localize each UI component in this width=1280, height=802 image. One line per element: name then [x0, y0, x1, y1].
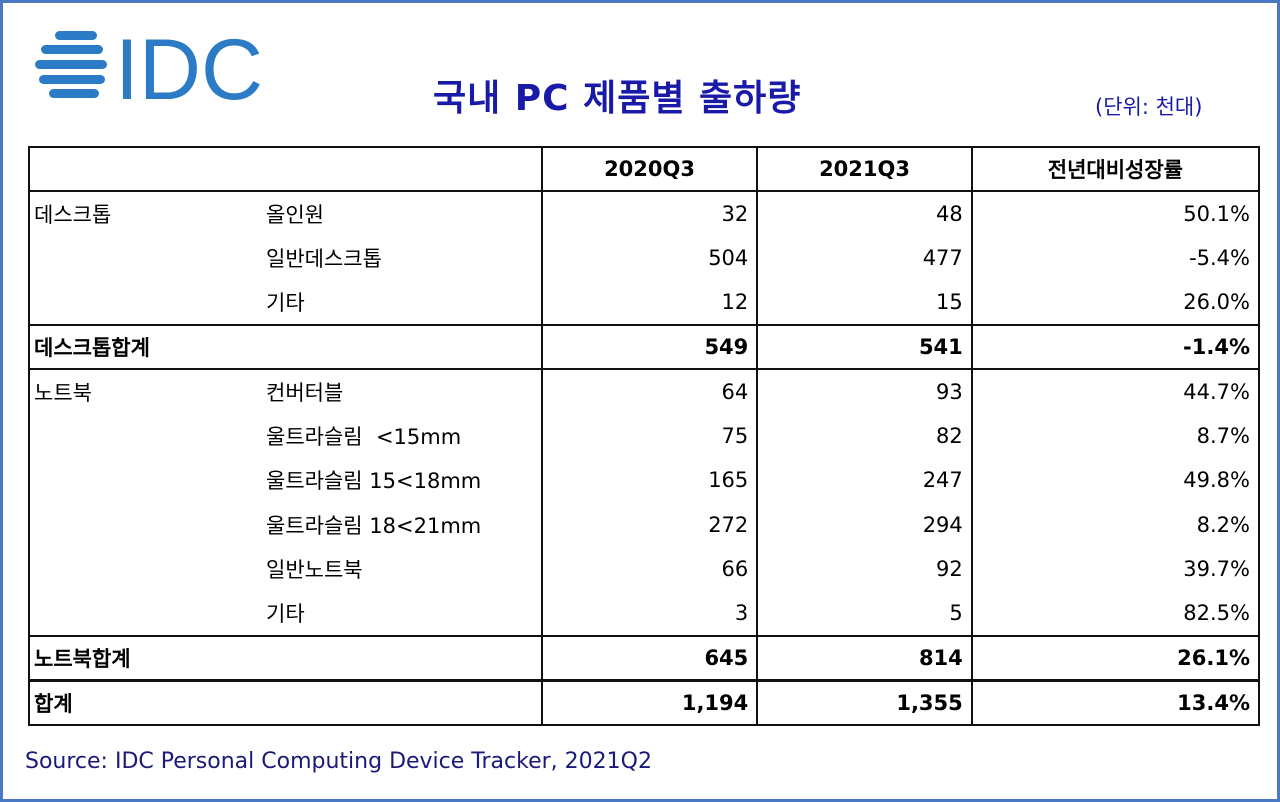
table-row: 울트라슬림 18<21mm 272 294 8.2% [28, 502, 1261, 547]
table-row: 노트북 컨버터블 64 93 44.7% [28, 369, 1261, 414]
table-row: 울트라슬림 <15mm 75 82 8.7% [28, 413, 1261, 458]
cell-2020q3: 12 [540, 280, 759, 325]
row-category: 합계 [28, 679, 543, 726]
cell-2020q3: 549 [540, 323, 759, 370]
idc-logo: IDC [33, 27, 283, 107]
cell-2020q3: 272 [540, 502, 759, 547]
row-category: 노트북합계 [28, 635, 543, 682]
table-row-grand-total: 합계 1,194 1,355 13.4% [28, 679, 1261, 726]
cell-growth: 49.8% [970, 458, 1261, 503]
unit-label: (단위: 천대) [1095, 95, 1203, 119]
row-category: 데스크톱 [34, 202, 112, 227]
cell-2020q3: 3 [540, 591, 759, 636]
cell-growth: 13.4% [970, 679, 1261, 726]
table-row: 기타 12 15 26.0% [28, 280, 1261, 325]
shipment-table: 2020Q3 2021Q3 전년대비성장률 데스크톱 올인원 32 48 50.1… [28, 146, 1261, 726]
row-subcategory: 울트라슬림 15<18mm [266, 469, 482, 494]
row-subcategory: 올인원 [266, 202, 324, 227]
cell-2020q3: 504 [540, 235, 759, 280]
cell-2020q3: 1,194 [540, 679, 759, 726]
row-subcategory: 울트라슬림 <15mm [266, 424, 462, 449]
row-subcategory: 울트라슬림 18<21mm [266, 513, 482, 538]
table-row-desktop-total: 데스크톱합계 549 541 -1.4% [28, 323, 1261, 370]
row-subcategory: 일반노트북 [266, 558, 363, 583]
header-2021q3: 2021Q3 [756, 146, 973, 192]
cell-2021q3: 93 [756, 369, 973, 414]
table-header-row: 2020Q3 2021Q3 전년대비성장률 [28, 146, 1261, 192]
cell-growth: 8.7% [970, 413, 1261, 458]
cell-2021q3: 541 [756, 323, 973, 370]
cell-2020q3: 75 [540, 413, 759, 458]
cell-growth: -1.4% [970, 323, 1261, 370]
cell-growth: -5.4% [970, 235, 1261, 280]
cell-2020q3: 165 [540, 458, 759, 503]
row-subcategory: 컨버터블 [266, 380, 344, 405]
cell-2021q3: 82 [756, 413, 973, 458]
cell-growth: 26.0% [970, 280, 1261, 325]
cell-2020q3: 66 [540, 547, 759, 592]
cell-2021q3: 1,355 [756, 679, 973, 726]
cell-growth: 44.7% [970, 369, 1261, 414]
cell-growth: 8.2% [970, 502, 1261, 547]
table-row: 기타 3 5 82.5% [28, 591, 1261, 636]
table-row: 데스크톱 올인원 32 48 50.1% [28, 191, 1261, 236]
table-row: 울트라슬림 15<18mm 165 247 49.8% [28, 458, 1261, 503]
cell-2021q3: 294 [756, 502, 973, 547]
row-subcategory: 기타 [266, 290, 305, 315]
cell-2021q3: 247 [756, 458, 973, 503]
row-subcategory: 일반데스크톱 [266, 246, 382, 271]
cell-growth: 26.1% [970, 635, 1261, 682]
cell-2020q3: 32 [540, 191, 759, 236]
cell-2021q3: 92 [756, 547, 973, 592]
table-row: 일반데스크톱 504 477 -5.4% [28, 235, 1261, 280]
svg-text:IDC: IDC [115, 27, 263, 107]
row-category: 데스크톱합계 [28, 323, 543, 370]
header-2020q3: 2020Q3 [540, 146, 759, 192]
cell-2021q3: 15 [756, 280, 973, 325]
source-note: Source: IDC Personal Computing Device Tr… [25, 749, 652, 774]
cell-2021q3: 48 [756, 191, 973, 236]
page-title: 국내 PC 제품별 출하량 [433, 78, 802, 119]
cell-2020q3: 645 [540, 635, 759, 682]
cell-growth: 50.1% [970, 191, 1261, 236]
row-subcategory: 기타 [266, 602, 305, 627]
table-row-notebook-total: 노트북합계 645 814 26.1% [28, 635, 1261, 682]
cell-growth: 82.5% [970, 591, 1261, 636]
row-category: 노트북 [34, 380, 92, 405]
cell-2021q3: 814 [756, 635, 973, 682]
cell-growth: 39.7% [970, 547, 1261, 592]
header-growth: 전년대비성장률 [970, 146, 1261, 192]
idc-globe-stripes-icon: IDC [35, 27, 263, 107]
header-label [28, 146, 543, 192]
cell-2021q3: 477 [756, 235, 973, 280]
cell-2020q3: 64 [540, 369, 759, 414]
cell-2021q3: 5 [756, 591, 973, 636]
table-row: 일반노트북 66 92 39.7% [28, 547, 1261, 592]
